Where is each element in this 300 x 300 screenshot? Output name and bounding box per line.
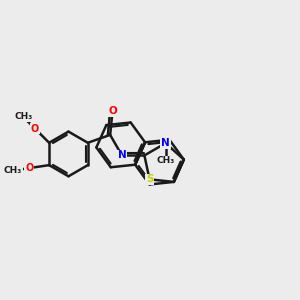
Text: N: N [161,138,170,148]
Text: O: O [31,124,39,134]
Text: N: N [118,150,126,161]
Text: O: O [25,163,33,173]
Text: O: O [108,106,117,116]
Text: CH₃: CH₃ [4,166,22,175]
Text: CH₃: CH₃ [157,156,175,165]
Text: CH₃: CH₃ [14,112,32,121]
Text: S: S [146,174,153,184]
